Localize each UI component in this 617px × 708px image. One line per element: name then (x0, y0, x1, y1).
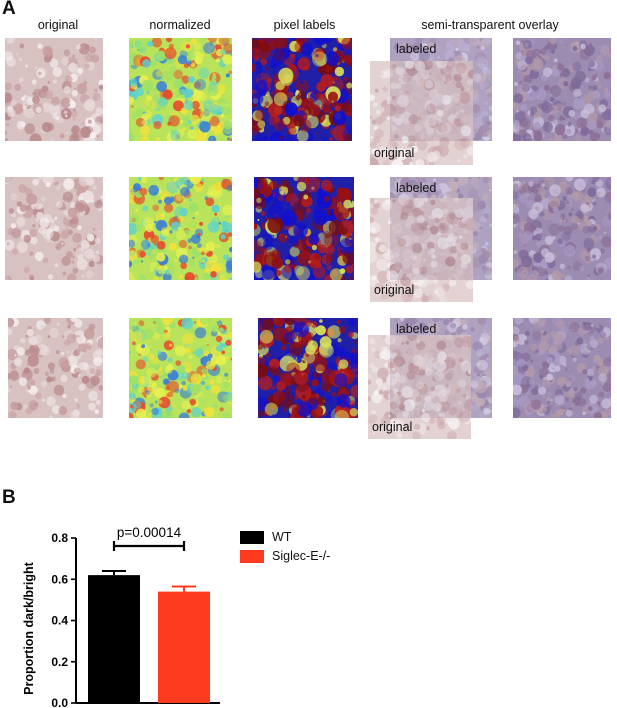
bar-wt (88, 575, 140, 703)
overlay-result-image-row-2 (513, 177, 611, 280)
legend-swatch-wt (240, 530, 264, 544)
legend-item-siglec: Siglec-E-/- (240, 549, 330, 563)
panel-a-letter: A (2, 0, 16, 19)
overlay-original-image-row-2 (370, 198, 473, 302)
y-tick-label-1: 0.2 (51, 655, 68, 669)
original-image-row-1 (5, 38, 103, 141)
overlay-result-image-row-3 (513, 318, 611, 418)
overlay-result-image-row-1 (513, 38, 611, 141)
y-tick-label-3: 0.6 (51, 572, 68, 586)
bar-chart: 0.0 0.2 0.4 0.6 0.8 Proportion dark/bright p=0… (22, 525, 220, 708)
panel-b-letter: B (2, 487, 16, 508)
pixel-labels-image-row-2 (254, 177, 354, 280)
y-tick-label-0: 0.0 (51, 696, 68, 708)
normalized-image-row-3 (129, 318, 232, 418)
y-tick-label-4: 0.8 (51, 531, 68, 545)
header-original: original (37, 18, 79, 32)
original-image-row-2 (5, 177, 103, 280)
significance-label: p=0.00014 (117, 525, 182, 540)
y-tick-label-2: 0.4 (51, 614, 68, 628)
overlay-label-original-row-2: original (374, 283, 415, 297)
overlay-original-image-row-1 (370, 61, 473, 165)
overlay-label-original-row-1: original (374, 146, 415, 160)
overlay-label-labeled-row-3: labeled (396, 322, 437, 336)
pixel-labels-image-row-3 (258, 318, 358, 418)
header-pixel-labels: pixel labels (273, 18, 336, 32)
overlay-label-labeled-row-1: labeled (396, 42, 437, 56)
legend-swatch-siglec (240, 549, 264, 563)
header-normalized: normalized (149, 18, 211, 32)
overlay-original-image-row-3 (368, 335, 471, 439)
legend-label-wt: WT (272, 530, 292, 544)
normalized-image-row-2 (129, 177, 232, 280)
overlay-label-original-row-3: original (372, 420, 413, 434)
normalized-image-row-1 (129, 38, 232, 141)
overlay-label-labeled-row-2: labeled (396, 181, 437, 195)
legend-label-siglec: Siglec-E-/- (272, 549, 331, 563)
original-image-row-3 (8, 318, 103, 418)
bar-siglec-e (158, 591, 210, 703)
y-axis-label: Proportion dark/bright (22, 561, 36, 694)
header-overlay: semi-transparent overlay (421, 18, 559, 32)
legend-item-wt: WT (240, 530, 291, 544)
pixel-labels-image-row-1 (252, 38, 352, 141)
